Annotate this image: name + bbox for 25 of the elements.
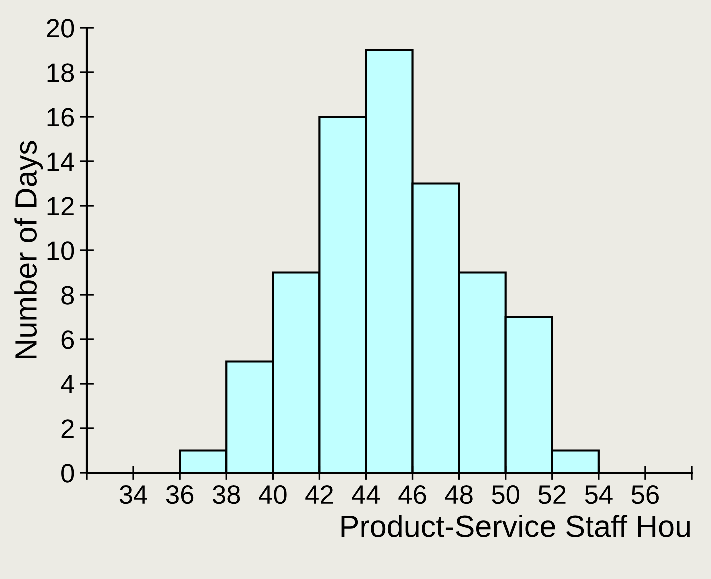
x-tick-label: 38 bbox=[212, 486, 240, 504]
x-tick-label: 46 bbox=[398, 486, 426, 504]
y-tick-label: 20 bbox=[47, 19, 74, 38]
y-tick-label: 4 bbox=[61, 375, 74, 394]
x-tick-label: 40 bbox=[259, 486, 287, 504]
x-tick-label: 34 bbox=[120, 486, 148, 504]
y-tick-label: 0 bbox=[62, 464, 74, 483]
x-axis-title: Product-Service Staff Hou bbox=[342, 514, 690, 538]
y-tick-label: 10 bbox=[48, 242, 74, 260]
y-axis-title: Number of Days bbox=[14, 141, 44, 358]
y-tick-label: 8 bbox=[62, 286, 74, 305]
y-tick-label: 18 bbox=[48, 64, 74, 82]
x-tick-label: 54 bbox=[585, 486, 613, 504]
x-tick-label: 44 bbox=[352, 486, 380, 504]
y-tick-label: 12 bbox=[48, 197, 74, 216]
x-tick-label: 48 bbox=[445, 486, 473, 504]
x-tick-label: 50 bbox=[492, 486, 520, 504]
y-tick-label: 14 bbox=[48, 152, 74, 172]
x-tick-label: 42 bbox=[306, 486, 334, 504]
x-tick-label: 36 bbox=[166, 486, 194, 504]
y-tick-label: 6 bbox=[62, 330, 74, 350]
x-tick-label: 56 bbox=[632, 486, 659, 504]
y-tick-label: 2 bbox=[62, 420, 74, 438]
x-tick-label: 52 bbox=[538, 486, 566, 504]
y-tick-label: 16 bbox=[48, 108, 74, 127]
